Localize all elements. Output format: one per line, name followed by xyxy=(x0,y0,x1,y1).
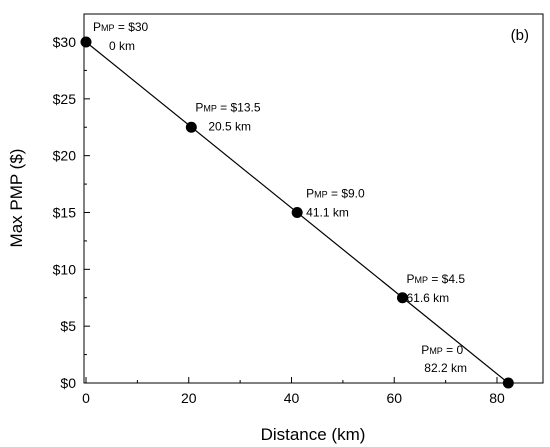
point-annotations: PMP = $30 0 km PMP = $13.5 20.5 km PMP = $9.… xyxy=(93,20,467,375)
x-tick-label: 80 xyxy=(489,390,505,406)
data-series xyxy=(80,36,514,389)
y-tick-label: $0 xyxy=(60,375,76,391)
point-distance-label: 0 km xyxy=(109,39,135,53)
point-distance-label: 82.2 km xyxy=(424,361,467,375)
panel-label: (b) xyxy=(511,27,529,44)
point-distance-label: 20.5 km xyxy=(208,119,251,133)
y-tick-label: $20 xyxy=(53,148,77,164)
data-point xyxy=(185,121,197,133)
point-distance-label: 41.1 km xyxy=(306,206,349,220)
data-point xyxy=(80,36,92,48)
point-price-label: PMP = $13.5 xyxy=(195,100,261,114)
point-distance-label: 61.6 km xyxy=(406,291,449,305)
x-tick-label: 40 xyxy=(284,390,300,406)
x-tick-label: 20 xyxy=(181,390,197,406)
y-tick-label: $15 xyxy=(53,205,77,221)
point-price-label: PMP = $30 xyxy=(93,20,149,34)
y-tick-label: $25 xyxy=(53,91,77,107)
point-price-label: PMP = $9.0 xyxy=(306,187,365,201)
y-axis: $0 $5 $10 $15 $20 $25 $30 xyxy=(53,34,90,391)
y-tick-label: $5 xyxy=(60,318,76,334)
x-axis: 0 20 40 60 80 xyxy=(82,377,505,406)
x-axis-title: Distance (km) xyxy=(261,425,366,444)
point-price-label: PMP = 0 xyxy=(421,343,463,357)
point-price-label: PMP = $4.5 xyxy=(406,272,465,286)
y-tick-label: $30 xyxy=(53,34,77,50)
y-tick-label: $10 xyxy=(53,261,77,277)
x-tick-label: 0 xyxy=(82,390,90,406)
x-tick-label: 60 xyxy=(386,390,402,406)
data-point xyxy=(502,377,514,389)
plot-frame xyxy=(83,13,544,384)
data-point xyxy=(396,292,408,304)
data-point xyxy=(291,207,303,218)
y-axis-title: Max PMP ($) xyxy=(7,149,26,248)
